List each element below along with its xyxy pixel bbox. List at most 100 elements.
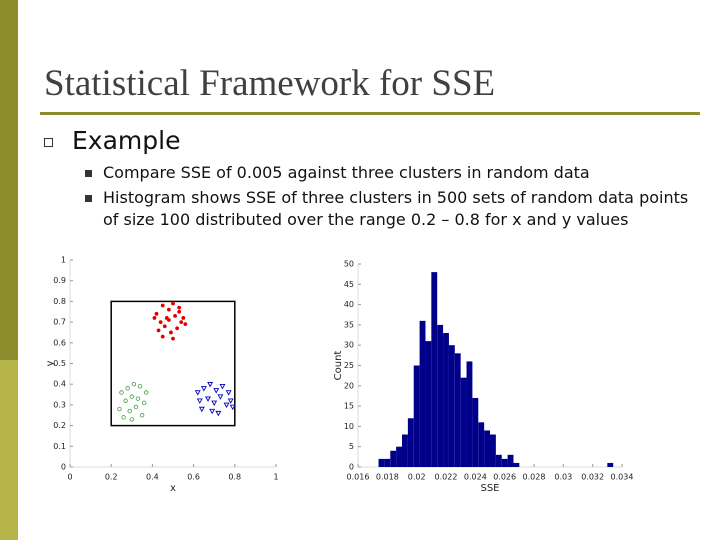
point (194, 390, 201, 396)
point (121, 415, 126, 420)
bar (495, 454, 502, 467)
point (129, 394, 134, 399)
bar (501, 458, 508, 467)
bullet-marker (44, 138, 53, 147)
y-tick-label: 0.6 (53, 338, 66, 347)
point (175, 326, 180, 331)
x-tick-label: 1 (273, 473, 278, 482)
point (181, 316, 186, 320)
bar (443, 333, 449, 467)
bar (384, 458, 391, 467)
point (137, 384, 143, 389)
point (179, 320, 184, 324)
point (183, 322, 188, 327)
y-axis-label: Count (333, 351, 344, 381)
point (127, 408, 132, 414)
x-tick-label: 0.018 (376, 473, 399, 482)
x-tick-label: 0.4 (146, 473, 159, 482)
y-tick-label: 45 (344, 280, 354, 289)
y-tick-label: 0.9 (53, 276, 66, 285)
point (171, 336, 175, 341)
y-tick-label: 0 (349, 463, 354, 472)
point (217, 394, 224, 400)
bar (402, 434, 408, 467)
point (200, 386, 207, 392)
point (133, 404, 139, 410)
x-tick-label: 0.026 (493, 473, 516, 482)
title-rule (40, 112, 700, 115)
y-tick-label: 0.1 (53, 442, 66, 451)
point (173, 313, 177, 318)
point (156, 328, 161, 333)
bar (490, 434, 496, 467)
point (225, 390, 232, 396)
point (125, 386, 130, 391)
point (166, 318, 171, 322)
x-tick-label: 0.024 (464, 473, 487, 482)
point (207, 381, 214, 388)
bar (437, 324, 444, 467)
bar (454, 353, 461, 467)
bar (513, 462, 520, 467)
bullet-marker (85, 195, 92, 202)
point (119, 390, 124, 395)
x-axis-label: x (170, 483, 176, 494)
point (171, 301, 175, 306)
bar (413, 365, 420, 467)
y-tick-label: 25 (344, 361, 354, 370)
bar (407, 418, 414, 467)
bullet-text: Histogram shows SSE of three clusters in… (103, 188, 689, 229)
point (219, 384, 226, 390)
point (139, 413, 145, 418)
bullet-text: Example (72, 126, 181, 155)
x-tick-label: 0.022 (435, 473, 458, 482)
point (160, 334, 165, 339)
range-box (110, 300, 236, 427)
point (211, 400, 218, 406)
x-tick-label: 0.034 (611, 473, 634, 482)
point (229, 404, 236, 411)
x-tick-label: 0.02 (408, 473, 426, 482)
point (144, 390, 149, 395)
bar (396, 446, 402, 467)
x-tick-label: 0 (67, 473, 72, 482)
bar (378, 458, 385, 467)
y-tick-label: 50 (344, 260, 354, 269)
point (166, 307, 171, 312)
x-tick-label: 0.03 (554, 473, 572, 482)
point (223, 402, 230, 409)
y-tick-label: 0.2 (53, 421, 66, 430)
y-tick-label: 30 (344, 341, 354, 350)
point (131, 382, 137, 387)
y-tick-label: 15 (344, 402, 354, 411)
y-tick-label: 0.5 (53, 359, 66, 368)
point (215, 410, 222, 417)
point (177, 309, 182, 314)
point (129, 417, 134, 422)
bar (419, 320, 426, 467)
y-tick-label: 0 (61, 463, 66, 472)
bar (466, 361, 473, 467)
accent-strip (0, 360, 18, 540)
point (123, 398, 128, 403)
bar (472, 397, 479, 467)
point (141, 400, 147, 406)
point (213, 388, 220, 394)
point (117, 406, 122, 412)
point (158, 320, 163, 324)
point (162, 324, 167, 329)
x-tick-label: 0.028 (523, 473, 546, 482)
x-tick-label: 0.2 (105, 473, 118, 482)
y-tick-label: 10 (344, 422, 354, 431)
bar (484, 430, 490, 467)
x-tick-label: 0.6 (187, 473, 200, 482)
point (196, 398, 203, 404)
point (205, 396, 211, 402)
y-tick-label: 0.7 (53, 318, 66, 327)
point (152, 316, 157, 320)
point (209, 408, 216, 415)
y-tick-label: 0.8 (53, 297, 66, 306)
y-tick-label: 35 (344, 320, 354, 329)
